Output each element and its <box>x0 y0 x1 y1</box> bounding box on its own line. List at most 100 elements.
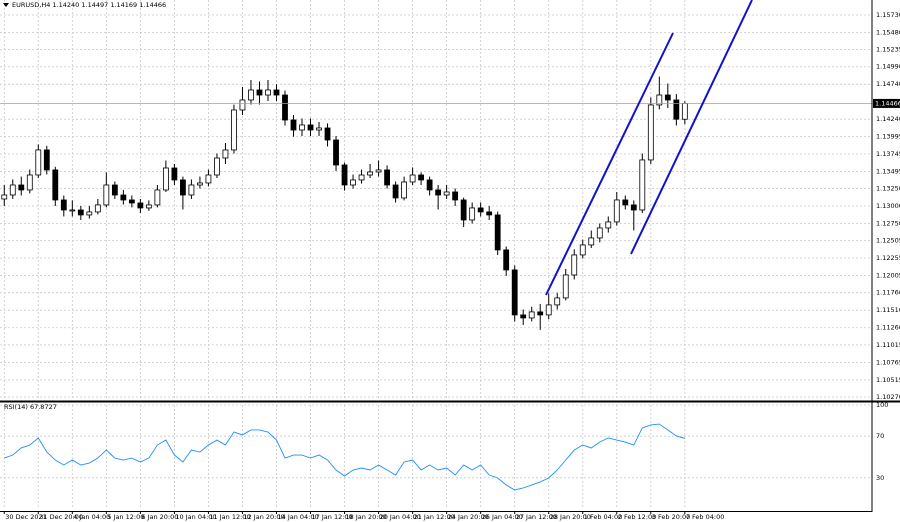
y-tick-label: 100 <box>876 401 888 409</box>
candle-body <box>639 159 646 211</box>
candle-body <box>350 179 356 186</box>
candle-body <box>528 311 535 319</box>
candle-body <box>562 274 569 299</box>
candle-body <box>443 191 450 196</box>
y-tick-label: 1.12005 <box>876 272 900 280</box>
candle-body <box>154 189 161 206</box>
rsi-line <box>4 423 685 491</box>
x-tick-label: 18 Jan 20:00 <box>346 513 387 521</box>
candle-body <box>26 174 33 191</box>
candle-body <box>605 221 612 229</box>
x-tick-label: 2 Feb 12:00 <box>618 513 657 521</box>
candle-body <box>299 124 305 131</box>
y-tick-label: 1.10515 <box>876 376 900 384</box>
candle-body <box>596 227 603 239</box>
rsi-title: RSI(14) 67.8727 <box>4 403 57 411</box>
candle-body <box>137 202 144 209</box>
x-tick-label: 26 Jan 04:00 <box>482 513 523 521</box>
candle-body <box>664 94 671 101</box>
candle-body <box>409 174 416 183</box>
candle-body <box>307 124 314 131</box>
candle-body <box>554 297 561 306</box>
candle-body <box>520 314 527 319</box>
x-tick-label: 27 Jan 12:00 <box>516 513 557 521</box>
candle-body <box>60 199 67 211</box>
marks <box>0 76 872 491</box>
candle-body <box>503 249 510 271</box>
x-tick-label: 10 Jan 04:00 <box>175 513 216 521</box>
candle-body <box>265 89 271 96</box>
candle-body <box>613 199 620 223</box>
candle-body <box>324 127 331 141</box>
candle-body <box>622 199 629 206</box>
candle-body <box>197 182 203 186</box>
candle-body <box>103 184 110 206</box>
x-tick-label: 11 Jan 12:00 <box>209 513 250 521</box>
candle-body <box>401 181 407 199</box>
x-tick-label: 6 Jan 20:00 <box>141 513 178 521</box>
candle-body <box>9 184 16 196</box>
y-tick-label: 1.14990 <box>876 63 900 71</box>
candle-body <box>188 184 195 196</box>
y-tick-label: 1.12750 <box>876 219 900 227</box>
candle-body <box>435 189 442 196</box>
y-tick-label: 70 <box>876 432 884 440</box>
trend-line <box>545 32 674 296</box>
candle-body <box>128 199 135 204</box>
candle-body <box>86 211 93 216</box>
candle-body <box>333 139 339 166</box>
candle-body <box>579 244 586 256</box>
y-tick-label: 1.11760 <box>876 289 900 297</box>
x-tick-label: 21 Jan 12:00 <box>414 513 455 521</box>
candle-body <box>656 94 663 106</box>
candle-body <box>673 99 680 120</box>
candle-body <box>511 269 518 316</box>
y-tick-label: 1.10765 <box>876 358 900 366</box>
candle-body <box>537 311 544 316</box>
candle-body <box>341 164 348 186</box>
labels: 1.15730 1.15480 1.15235 1.14990 1.14740 1.142… <box>3 11 900 521</box>
candle-body <box>588 237 595 246</box>
candle-body <box>52 169 59 201</box>
y-tick-label: 1.13745 <box>876 150 900 158</box>
candle-body <box>282 94 288 121</box>
candle-body <box>35 149 42 176</box>
y-tick-label: 1.15235 <box>876 46 900 54</box>
candle-body <box>358 174 365 181</box>
candle-body <box>681 103 688 120</box>
y-tick-label: 30 <box>876 474 884 482</box>
candle-body <box>214 157 220 176</box>
menu-icon[interactable] <box>3 3 9 7</box>
candle-body <box>469 207 476 221</box>
x-tick-label: 7 Feb 04:00 <box>686 513 725 521</box>
x-tick-label: 20 Jan 04:00 <box>380 513 421 521</box>
candle-body <box>205 174 212 184</box>
y-tick-label: 1.14740 <box>876 80 900 88</box>
candle-body <box>18 184 25 191</box>
y-tick-label: 1.14240 <box>876 115 900 123</box>
y-tick-label: 1.11015 <box>876 341 900 349</box>
candle-body <box>94 204 101 213</box>
candle-body <box>418 174 425 181</box>
y-tick-label: 1.12255 <box>876 254 900 262</box>
x-tick-label: 5 Jan 12:00 <box>107 513 144 521</box>
candle-body <box>647 104 654 161</box>
grid <box>0 0 872 509</box>
candle-body <box>545 304 552 316</box>
candle-body <box>231 109 237 151</box>
candle-body <box>248 89 254 101</box>
x-tick-label: 30 Dec 2021 <box>5 513 47 521</box>
y-tick-label: 1.15730 <box>876 11 900 19</box>
candle-body <box>77 209 84 216</box>
x-tick-label: 1 Feb 04:00 <box>584 513 623 521</box>
y-tick-label: 1.13000 <box>876 202 900 210</box>
candle-body <box>43 149 50 171</box>
candle-body <box>452 191 459 201</box>
candle-body <box>120 194 127 201</box>
candle-body <box>162 167 169 191</box>
y-tick-label: 1.11510 <box>876 306 900 314</box>
y-tick-label: 1.13250 <box>876 184 900 192</box>
candle-body <box>494 214 501 251</box>
candle-body <box>486 211 493 216</box>
